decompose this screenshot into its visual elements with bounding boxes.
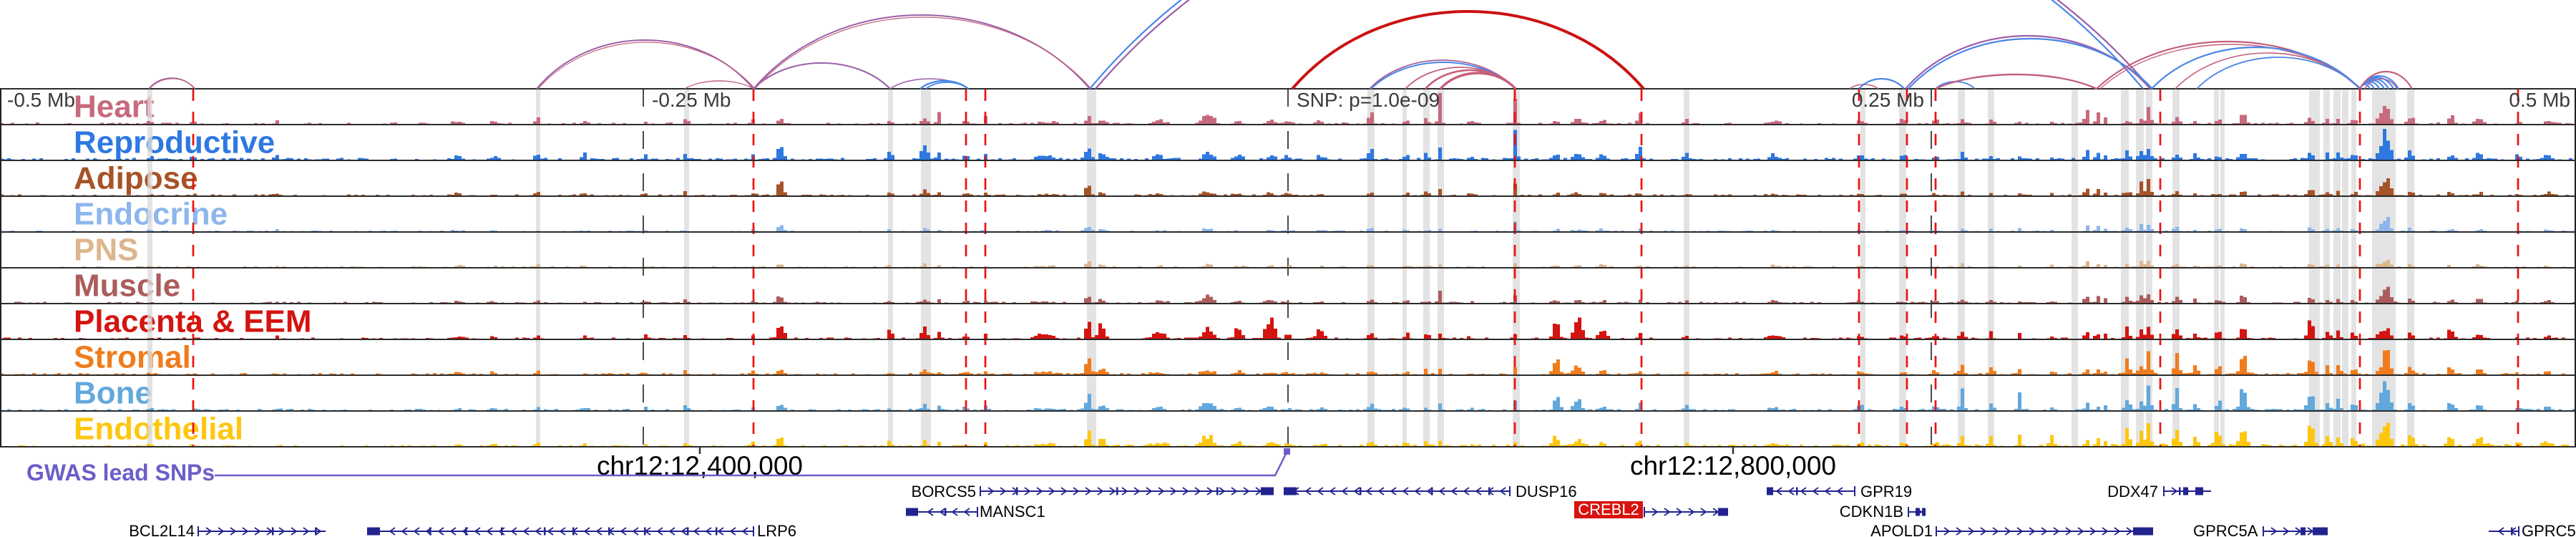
svg-text:GPRC5A: GPRC5A	[2193, 522, 2258, 537]
svg-text:CREBL2: CREBL2	[1578, 500, 1639, 518]
svg-text:0.25 Mb: 0.25 Mb	[1852, 89, 1924, 111]
svg-text:BORCS5: BORCS5	[912, 483, 976, 500]
svg-text:GWAS lead SNPs: GWAS lead SNPs	[26, 460, 215, 485]
svg-text:LRP6: LRP6	[757, 522, 796, 537]
svg-text:Muscle: Muscle	[74, 268, 180, 304]
svg-text:chr12:12,800,000: chr12:12,800,000	[1630, 451, 1836, 480]
svg-text:GPRC5D: GPRC5D	[2522, 522, 2576, 537]
svg-text:MANSC1: MANSC1	[980, 503, 1045, 521]
svg-text:Endothelial: Endothelial	[74, 412, 243, 447]
svg-text:BCL2L14: BCL2L14	[129, 522, 195, 537]
svg-text:Reproductive: Reproductive	[74, 125, 275, 160]
svg-text:0.5 Mb: 0.5 Mb	[2509, 89, 2570, 111]
svg-text:-0.25 Mb: -0.25 Mb	[652, 89, 731, 111]
svg-text:Bone: Bone	[74, 376, 152, 411]
svg-text:GPR19: GPR19	[1860, 483, 1912, 500]
svg-text:Stromal: Stromal	[74, 340, 191, 375]
svg-text:Adipose: Adipose	[74, 161, 198, 196]
svg-text:SNP: p=1.0e-09: SNP: p=1.0e-09	[1297, 89, 1440, 111]
svg-text:CDKN1B: CDKN1B	[1840, 503, 1903, 521]
svg-text:Heart: Heart	[74, 90, 155, 125]
svg-text:-0.5 Mb: -0.5 Mb	[7, 89, 75, 111]
svg-text:APOLD1: APOLD1	[1870, 522, 1933, 537]
svg-text:DDX47: DDX47	[2107, 483, 2158, 500]
svg-text:DUSP16: DUSP16	[1516, 483, 1577, 500]
svg-text:PNS: PNS	[74, 233, 138, 268]
